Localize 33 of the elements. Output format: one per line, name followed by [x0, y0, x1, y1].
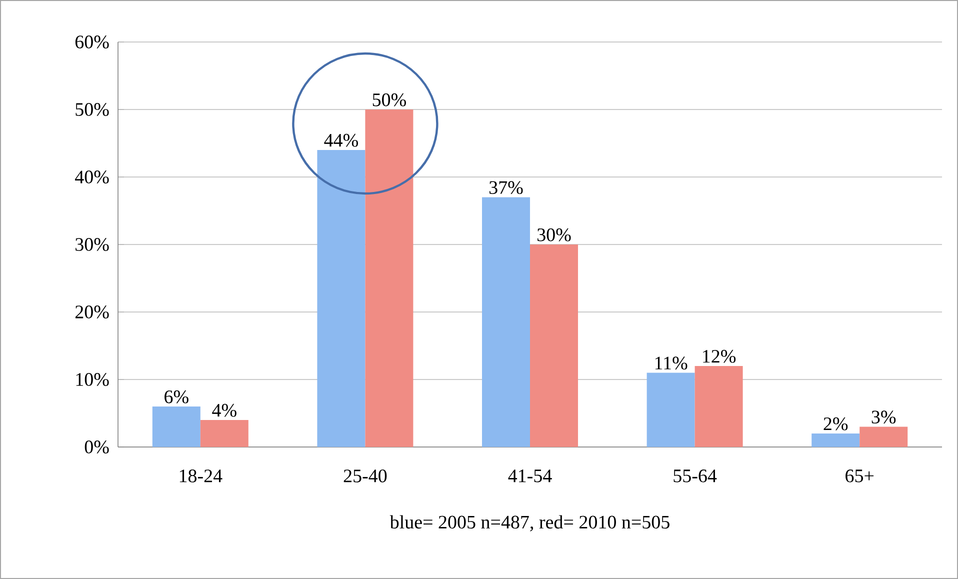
x-tick-label: 41-54	[508, 470, 552, 482]
bar	[860, 426, 908, 447]
y-tick-label: 50%	[76, 103, 109, 116]
data-label: 6%	[164, 390, 188, 404]
data-label: 37%	[489, 181, 523, 194]
bar	[812, 434, 860, 447]
bar	[694, 366, 743, 447]
bar	[365, 110, 414, 447]
data-label: 12%	[703, 350, 736, 363]
bar	[482, 197, 530, 447]
y-tick-label: 20%	[75, 306, 109, 318]
data-label: 4%	[212, 404, 236, 417]
x-tick-label: 18-24	[180, 470, 222, 482]
y-tick-label: 60%	[75, 36, 109, 48]
x-tick-label: 65+	[846, 470, 874, 482]
bar	[152, 406, 200, 447]
data-label: 3%	[872, 410, 896, 424]
y-tick-label: 0%	[84, 440, 109, 454]
y-tick-label: 30%	[76, 238, 109, 251]
data-label: 2%	[824, 417, 848, 430]
y-tick-label: 40%	[75, 170, 109, 184]
x-axis-title: blue= 2005 n=487, red= 2010 n=505	[390, 515, 670, 532]
data-label: 44%	[324, 134, 358, 147]
x-tick-label: 55-64	[674, 470, 717, 482]
bar	[200, 420, 248, 447]
y-tick-label: 10%	[76, 373, 109, 386]
bar	[317, 150, 366, 447]
data-label: 30%	[537, 228, 571, 242]
data-label: 11%	[655, 356, 688, 370]
bar	[530, 244, 578, 447]
x-tick-label: 25-40	[344, 470, 387, 482]
data-label: 50%	[372, 93, 406, 106]
bar	[646, 372, 695, 447]
